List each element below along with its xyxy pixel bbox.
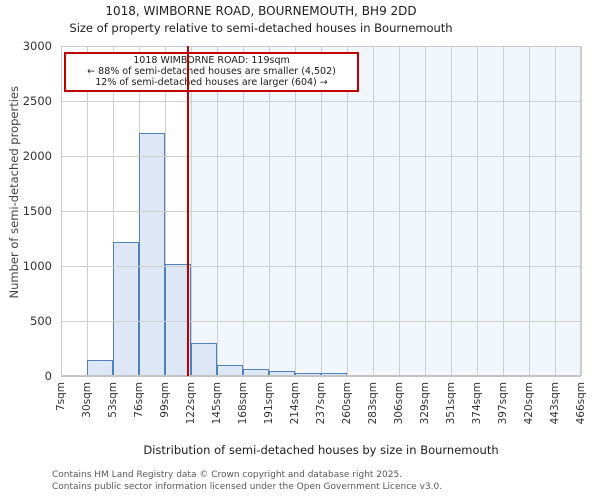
- x-tick-label: 329sqm: [419, 382, 431, 425]
- x-tick-label: 306sqm: [393, 382, 405, 425]
- x-tick-label: 7sqm: [55, 382, 67, 412]
- histogram-bar: [321, 373, 347, 376]
- horizontal-gridline: [61, 101, 581, 102]
- x-tick-label: 374sqm: [471, 382, 483, 425]
- x-axis-line: [61, 375, 581, 377]
- horizontal-gridline: [61, 156, 581, 157]
- x-tick-label: 99sqm: [159, 382, 171, 418]
- page-title: 1018, WIMBORNE ROAD, BOURNEMOUTH, BH9 2D…: [105, 4, 417, 18]
- x-tick-label: 260sqm: [341, 382, 353, 425]
- y-tick-label: 500: [30, 314, 52, 328]
- histogram-bar: [139, 132, 165, 376]
- annotation-line-1: 1018 WIMBORNE ROAD: 119sqm: [133, 55, 290, 66]
- x-tick-label: 168sqm: [237, 382, 249, 425]
- plot-border: [61, 46, 581, 376]
- horizontal-gridline: [61, 266, 581, 267]
- horizontal-gridline: [61, 321, 581, 322]
- attribution-footer: Contains HM Land Registry data © Crown c…: [52, 470, 442, 493]
- annotation-line-2: ← 88% of semi-detached houses are smalle…: [87, 66, 336, 77]
- x-tick-label: 122sqm: [185, 382, 197, 425]
- histogram-bar: [243, 369, 269, 376]
- y-tick-label: 0: [44, 369, 52, 383]
- x-tick-label: 53sqm: [107, 382, 119, 418]
- x-tick-label: 76sqm: [133, 382, 145, 418]
- x-tick-label: 443sqm: [549, 382, 561, 425]
- x-axis-label: Distribution of semi-detached houses by …: [143, 443, 499, 457]
- y-tick-label: 3000: [22, 39, 52, 53]
- chart-subtitle: Size of property relative to semi-detach…: [69, 21, 453, 35]
- y-tick-label: 1500: [22, 204, 52, 218]
- histogram-bar: [217, 365, 243, 376]
- vertical-gridline: [581, 46, 582, 376]
- annotation-box: 1018 WIMBORNE ROAD: 119sqm ← 88% of semi…: [64, 52, 359, 92]
- y-tick-label: 1000: [22, 259, 52, 273]
- histogram-bar: [87, 359, 113, 376]
- x-tick-label: 191sqm: [263, 382, 275, 425]
- horizontal-gridline: [61, 211, 581, 212]
- x-tick-label: 351sqm: [445, 382, 457, 425]
- x-tick-label: 466sqm: [575, 382, 587, 425]
- x-tick-label: 145sqm: [211, 382, 223, 425]
- y-tick-label: 2000: [22, 149, 52, 163]
- x-tick-label: 283sqm: [367, 382, 379, 425]
- histogram-bar: [113, 241, 139, 376]
- x-tick-label: 214sqm: [289, 382, 301, 425]
- x-tick-label: 397sqm: [497, 382, 509, 425]
- histogram-bar: [191, 343, 217, 376]
- property-size-marker-line: [186, 46, 189, 376]
- histogram-bar: [269, 371, 295, 376]
- x-tick-label: 237sqm: [315, 382, 327, 425]
- y-tick-label: 2500: [22, 94, 52, 108]
- x-tick-label: 30sqm: [81, 382, 93, 418]
- annotation-line-3: 12% of semi-detached houses are larger (…: [95, 77, 328, 88]
- histogram-bar: [295, 373, 321, 376]
- x-tick-label: 420sqm: [523, 382, 535, 425]
- footer-line-2: Contains public sector information licen…: [52, 481, 443, 492]
- footer-line-1: Contains HM Land Registry data © Crown c…: [52, 470, 403, 480]
